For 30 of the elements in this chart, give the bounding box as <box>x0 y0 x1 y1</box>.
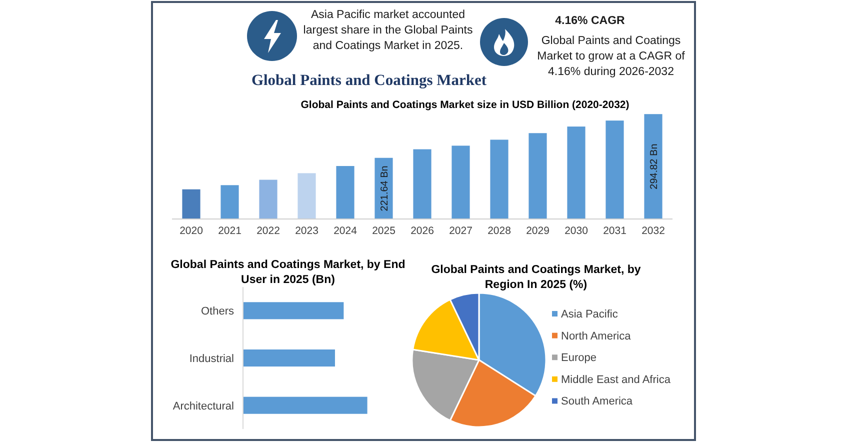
x-tick-label: 2024 <box>334 225 358 237</box>
text: Global Paints and Coatings Market to grow at a CAGR of 4.16% during 2026-2032 <box>537 35 686 78</box>
x-tick-label: 2029 <box>526 225 550 237</box>
y-tick-label: Architectural <box>172 400 234 412</box>
text: 4.16% CAGR <box>555 15 626 27</box>
legend-label: North America <box>561 330 632 342</box>
chart-title: Global Paints and Coatings Market size in USD Billion (2020-2032) <box>300 99 630 111</box>
chart-title: Global Paints and Coatings Market, by Region In 2025 (%) <box>431 264 642 291</box>
legend-label: Middle East and Africa <box>561 374 672 386</box>
x-tick-label: 2028 <box>488 225 512 237</box>
text: Asia Pacific market accounted largest share in the Global Paints and Coatings Market in 2025. <box>303 9 473 52</box>
text: Global Paints and Coatings Market <box>251 72 488 89</box>
x-tick-label: 2032 <box>642 225 666 237</box>
data-label: 221.64 Bn <box>379 166 390 212</box>
x-tick-label: 2020 <box>180 225 204 237</box>
y-tick-label: Industrial <box>189 353 234 365</box>
legend-label: South America <box>561 396 634 408</box>
x-tick-label: 2023 <box>295 225 319 237</box>
x-tick-label: 2026 <box>410 225 434 237</box>
x-tick-label: 2025 <box>372 225 396 237</box>
x-tick-label: 2021 <box>218 225 242 237</box>
x-tick-label: 2022 <box>256 225 280 237</box>
x-tick-label: 2027 <box>449 225 473 237</box>
x-tick-label: 2031 <box>603 225 627 237</box>
legend-label: Europe <box>561 352 596 364</box>
chart-title: Global Paints and Coatings Market, by End User in 2025 (Bn) <box>170 259 406 286</box>
x-tick-label: 2030 <box>564 225 588 237</box>
data-label: 294.82 Bn <box>648 144 660 190</box>
y-tick-label: Others <box>200 306 234 318</box>
legend-label: Asia Pacific <box>561 308 618 320</box>
